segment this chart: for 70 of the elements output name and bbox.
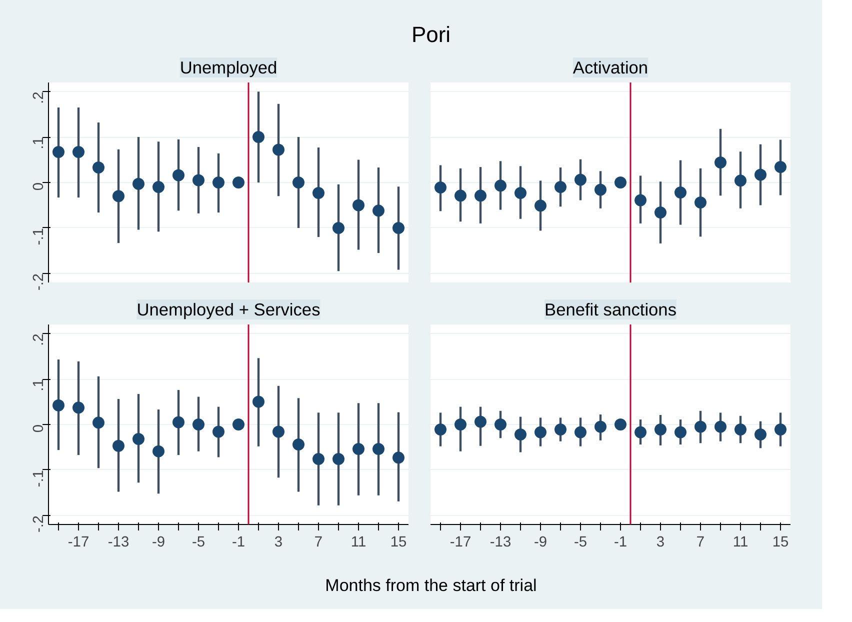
x-tick-label: 11 (732, 534, 748, 550)
x-tick-label: -17 (68, 534, 90, 550)
x-tick-label: 3 (656, 534, 665, 550)
point (734, 174, 746, 187)
point (634, 426, 646, 438)
point (554, 424, 566, 436)
point (614, 176, 626, 188)
x-tick-label: -1 (614, 534, 628, 550)
x-axis-title: Months from the start of trial (325, 575, 537, 597)
point (454, 418, 466, 430)
point (474, 190, 486, 202)
text: Pori (411, 21, 451, 49)
x-tick-label: 3 (274, 534, 283, 550)
point (594, 184, 606, 196)
point (574, 426, 586, 438)
point (434, 182, 446, 194)
point (634, 194, 646, 206)
point (554, 181, 566, 194)
y-tick-label: .1 (31, 137, 47, 150)
chart-title: Unemployed (180, 58, 278, 78)
x-tick-label: 7 (314, 534, 323, 550)
point (754, 168, 766, 181)
y-tick-label: -.1 (31, 228, 47, 246)
point (474, 416, 486, 428)
point (734, 424, 746, 436)
point (534, 200, 546, 212)
point (614, 418, 626, 430)
point (514, 186, 526, 199)
point (714, 420, 726, 433)
point (494, 180, 506, 192)
point (454, 190, 466, 202)
point (694, 196, 706, 208)
point (654, 206, 666, 218)
x-tick-label: 11 (350, 534, 366, 550)
point (714, 156, 726, 168)
x-tick-label: 7 (696, 534, 705, 550)
y-tick-label: 0 (31, 424, 47, 433)
y-tick-label: -.1 (31, 470, 47, 488)
point (754, 428, 766, 440)
point (674, 426, 686, 438)
point (594, 420, 606, 433)
x-tick-label: -13 (108, 534, 130, 550)
x-tick-label: -5 (574, 534, 588, 550)
y-tick-label: .1 (31, 379, 47, 392)
x-tick-label: -13 (490, 534, 512, 550)
point (514, 428, 526, 440)
point (494, 418, 506, 430)
y-tick-label: .2 (31, 334, 47, 346)
point (774, 424, 786, 436)
x-tick-label: -5 (192, 534, 206, 550)
x-tick-label: -17 (450, 534, 472, 550)
point (654, 424, 666, 436)
y-tick-label: 0 (31, 182, 47, 191)
point (534, 426, 546, 438)
y-tick-label: -.2 (31, 515, 47, 533)
chart-title: Unemployed + Services (136, 300, 321, 320)
point (574, 174, 586, 186)
y-tick-label: .2 (31, 92, 47, 104)
x-tick-label: -9 (152, 534, 166, 550)
point (434, 424, 446, 436)
x-tick-label: -1 (232, 534, 246, 550)
x-tick-label: -9 (534, 534, 548, 550)
point (774, 161, 786, 174)
y-tick-label: -.2 (31, 273, 47, 291)
chart-title: Activation (572, 58, 648, 78)
point (694, 420, 706, 433)
x-tick-label: 15 (390, 534, 407, 550)
point (674, 186, 686, 198)
x-tick-label: 15 (772, 534, 789, 550)
chart-title: Benefit sanctions (544, 300, 677, 320)
